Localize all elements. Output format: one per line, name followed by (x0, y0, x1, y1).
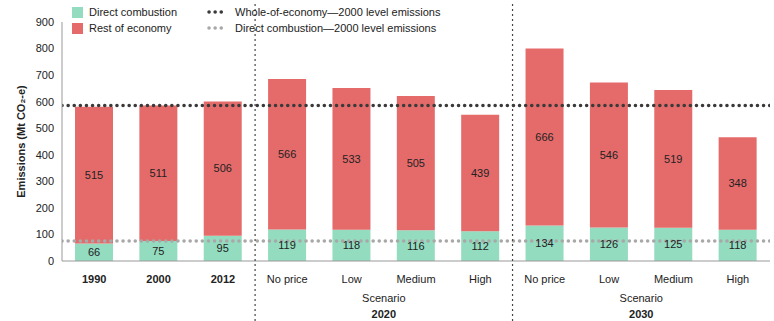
svg-text:900: 900 (36, 16, 54, 28)
svg-text:119: 119 (278, 239, 296, 251)
svg-text:1990: 1990 (82, 273, 106, 285)
svg-text:66: 66 (88, 246, 100, 258)
html-text:Rest of economy: Rest of economy (89, 22, 172, 34)
svg-text:High: High (727, 273, 750, 285)
html-text:Direct combustion—2000 level e: Direct combustion—2000 level emissions (235, 22, 437, 34)
svg-text:511: 511 (150, 167, 168, 179)
svg-text:519: 519 (664, 153, 682, 165)
svg-text:600: 600 (36, 96, 54, 108)
svg-text:High: High (469, 273, 492, 285)
svg-text:400: 400 (36, 149, 54, 161)
svg-text:200: 200 (36, 202, 54, 214)
svg-text:515: 515 (85, 169, 103, 181)
svg-text:348: 348 (728, 177, 746, 189)
svg-text:Scenario: Scenario (620, 292, 663, 304)
svg-text:Scenario: Scenario (362, 292, 405, 304)
svg-text:126: 126 (600, 238, 618, 250)
svg-text:Low: Low (599, 273, 619, 285)
svg-text:2012: 2012 (211, 273, 235, 285)
svg-text:100: 100 (36, 228, 54, 240)
svg-text:546: 546 (600, 149, 618, 161)
svg-text:566: 566 (278, 148, 296, 160)
svg-text:300: 300 (36, 175, 54, 187)
svg-text:No price: No price (524, 273, 565, 285)
svg-text:95: 95 (217, 242, 229, 254)
svg-text:Medium: Medium (396, 273, 435, 285)
svg-text:Emissions (Mt CO₂-e): Emissions (Mt CO₂-e) (15, 85, 27, 198)
svg-text:505: 505 (407, 157, 425, 169)
svg-text:75: 75 (152, 245, 164, 257)
svg-text:533: 533 (342, 153, 360, 165)
svg-text:800: 800 (36, 42, 54, 54)
svg-text:506: 506 (214, 162, 232, 174)
svg-text:666: 666 (535, 131, 553, 143)
svg-text:0: 0 (48, 255, 54, 267)
svg-text:2000: 2000 (146, 273, 170, 285)
svg-text:700: 700 (36, 69, 54, 81)
html-text:Direct combustion: Direct combustion (89, 6, 177, 18)
svg-text:125: 125 (664, 238, 682, 250)
svg-text:116: 116 (407, 240, 425, 252)
svg-text:118: 118 (343, 239, 361, 251)
svg-text:439: 439 (471, 167, 489, 179)
svg-text:500: 500 (36, 122, 54, 134)
svg-text:134: 134 (535, 237, 553, 249)
svg-text:Medium: Medium (654, 273, 693, 285)
svg-text:No price: No price (267, 273, 308, 285)
svg-text:Low: Low (342, 273, 362, 285)
svg-text:2030: 2030 (629, 308, 653, 320)
html-text:Whole-of-economy—2000 level em: Whole-of-economy—2000 level emissions (235, 6, 441, 18)
svg-text:112: 112 (471, 240, 489, 252)
svg-text:118: 118 (729, 239, 747, 251)
svg-text:2020: 2020 (372, 308, 396, 320)
